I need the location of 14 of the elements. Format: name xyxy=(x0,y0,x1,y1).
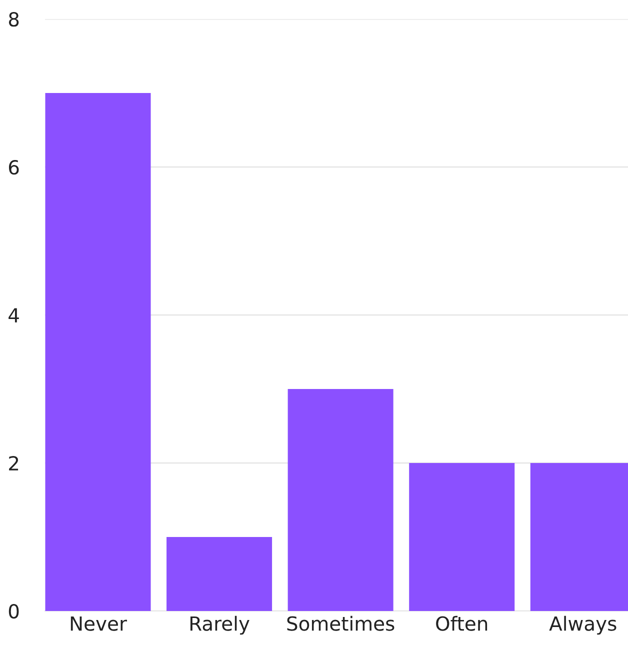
y-tick-label: 4 xyxy=(8,308,19,322)
x-tick-label: Sometimes xyxy=(287,616,394,631)
x-tick-label: Rarely xyxy=(190,616,250,635)
bar xyxy=(288,389,394,611)
y-tick-label: 6 xyxy=(8,160,19,175)
bar xyxy=(45,93,151,611)
x-tick-label: Never xyxy=(70,616,127,631)
y-tick-label: 8 xyxy=(8,12,19,27)
x-tick-label: Often xyxy=(436,616,488,631)
x-tick-label: Always xyxy=(549,616,616,635)
bar xyxy=(166,537,272,611)
y-tick-label: 2 xyxy=(9,456,18,470)
y-tick-label: 0 xyxy=(8,604,19,619)
bar xyxy=(409,463,515,611)
